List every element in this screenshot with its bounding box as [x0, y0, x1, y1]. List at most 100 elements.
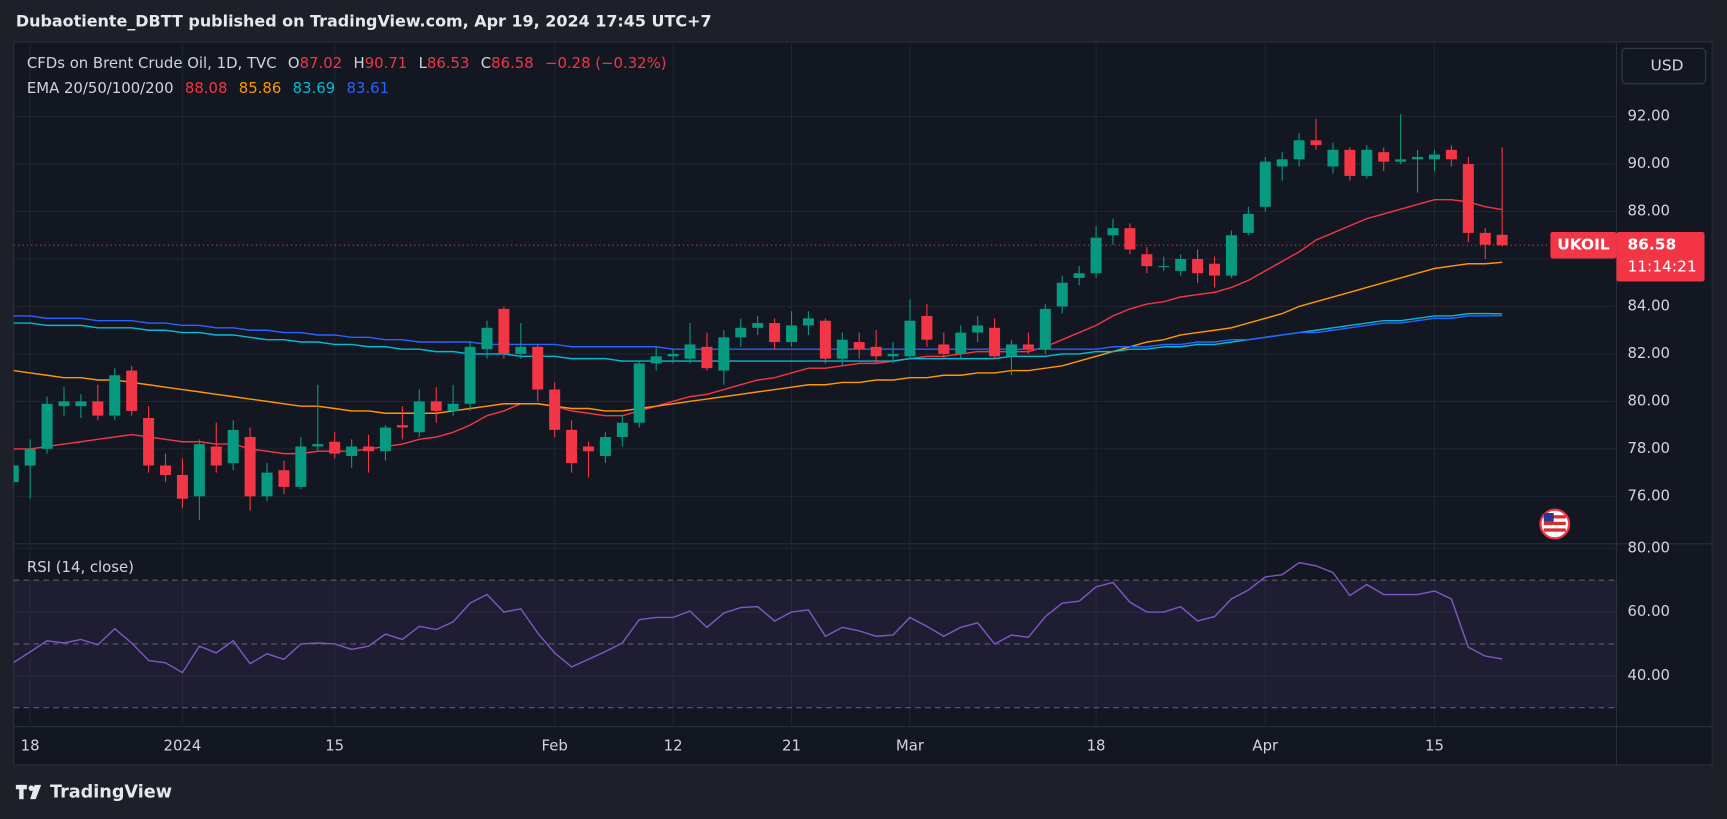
low-value: 86.53	[427, 54, 470, 72]
candle-body	[1141, 254, 1153, 267]
candle-body	[701, 346, 713, 369]
ema-line	[13, 261, 1503, 414]
candle-body	[1310, 140, 1322, 146]
rsi-band	[13, 580, 1617, 708]
candle-body	[1496, 234, 1508, 246]
candle-body	[109, 375, 121, 416]
x-tick-label: 18	[1087, 736, 1106, 754]
ema-value: 88.08	[185, 79, 228, 97]
chart-panel	[13, 41, 1713, 766]
brand-logo	[15, 784, 42, 800]
candle-body	[379, 427, 391, 452]
change-value: −0.28 (−0.32%)	[545, 54, 667, 72]
candle-body	[1192, 258, 1204, 274]
candle-body	[887, 353, 899, 357]
candle-body	[1445, 149, 1457, 160]
ohlc-letter: C	[481, 54, 491, 72]
candle-body	[1073, 273, 1085, 278]
candle-body	[13, 465, 19, 483]
candle-body	[430, 401, 442, 411]
y-tick-label: 76.00	[1627, 486, 1670, 504]
candle-body	[549, 389, 561, 430]
candle-body	[515, 346, 527, 354]
candle-body	[278, 470, 290, 487]
candle-body	[210, 446, 222, 466]
rsi-title: RSI (14, close)	[27, 558, 134, 576]
currency-button[interactable]	[1621, 47, 1707, 85]
candle-body	[126, 370, 138, 411]
candle-body	[481, 327, 493, 350]
candle-body	[650, 356, 662, 364]
plot-area	[13, 114, 1617, 709]
candle-body	[1479, 232, 1491, 245]
x-tick-label: Mar	[896, 736, 925, 754]
publish-header: Dubaotiente_DBTT published on TradingVie…	[16, 12, 712, 31]
candle-body	[972, 325, 984, 333]
brand-name: TradingView	[50, 783, 172, 803]
candle-body	[735, 327, 747, 338]
candle-body	[955, 332, 967, 354]
candle-body	[176, 474, 188, 499]
candle-body	[752, 323, 764, 328]
candle-body	[938, 344, 950, 354]
candle-body	[718, 337, 730, 371]
candle-body	[1412, 156, 1424, 160]
price-tag-value: 86.58	[1627, 236, 1676, 254]
grid-layer	[13, 41, 1617, 727]
symbol-tag-label: UKOIL	[1557, 236, 1610, 254]
close-value: 86.58	[491, 54, 534, 72]
candle-body	[1276, 159, 1288, 167]
candle-body	[261, 472, 273, 497]
x-tick-label: 21	[782, 736, 801, 754]
price-tag	[1616, 232, 1705, 282]
candle-body	[160, 465, 172, 475]
y-tick-label: 82.00	[1627, 344, 1670, 362]
candle-body	[346, 446, 358, 456]
symbol-legend: CFDs on Brent Crude Oil, 1D, TVC O87.02 …	[27, 54, 667, 72]
candle-body	[244, 436, 256, 497]
candle-body	[1395, 159, 1407, 162]
ema-title: EMA 20/50/100/200	[27, 79, 174, 97]
candle-body	[193, 444, 205, 497]
ema-line	[13, 198, 1503, 455]
ema-value: 83.61	[347, 79, 390, 97]
candle-body	[447, 403, 459, 411]
candle-body	[1242, 213, 1254, 233]
y-tick-label: 84.00	[1627, 296, 1670, 314]
candle-body	[1124, 228, 1136, 250]
y-tick-label: 90.00	[1627, 154, 1670, 172]
currency-label[interactable]: USD	[1651, 57, 1684, 75]
ohlc-letter: L	[419, 54, 428, 72]
candle-body	[904, 320, 916, 357]
candle-body	[1428, 154, 1440, 160]
candle-body	[1090, 237, 1102, 274]
candle-body	[836, 339, 848, 359]
candle-body	[1158, 266, 1170, 268]
y-tick-label: 88.00	[1627, 202, 1670, 220]
candle-body	[227, 429, 239, 464]
candle-body	[396, 425, 408, 428]
candle-body	[769, 323, 781, 343]
rsi-tick-label: 60.00	[1627, 602, 1670, 620]
rsi-tick-label: 80.00	[1627, 538, 1670, 556]
x-tick-label: Feb	[542, 736, 568, 754]
candle-body	[1107, 228, 1119, 236]
candle-body	[1005, 344, 1017, 357]
candle-body	[1039, 308, 1051, 350]
candle-body	[329, 441, 341, 454]
symbol-tag	[1550, 232, 1617, 259]
ohlc-letter: O	[288, 54, 300, 72]
candle-body	[633, 363, 645, 423]
axes-layer: 76.0078.0080.0082.0084.0086.0088.0090.00…	[21, 107, 1705, 754]
candle-body	[1361, 149, 1373, 176]
candle-body	[1022, 344, 1034, 350]
ema-line	[13, 314, 1503, 350]
candle-body	[684, 344, 696, 359]
ema-legend: EMA 20/50/100/200 88.08 85.86 83.69 83.6…	[27, 79, 389, 97]
open-value: 87.02	[300, 54, 343, 72]
x-tick-label: Apr	[1252, 736, 1279, 754]
candle-body	[363, 446, 375, 452]
candle-body	[870, 346, 882, 357]
ema-value: 83.69	[293, 79, 336, 97]
